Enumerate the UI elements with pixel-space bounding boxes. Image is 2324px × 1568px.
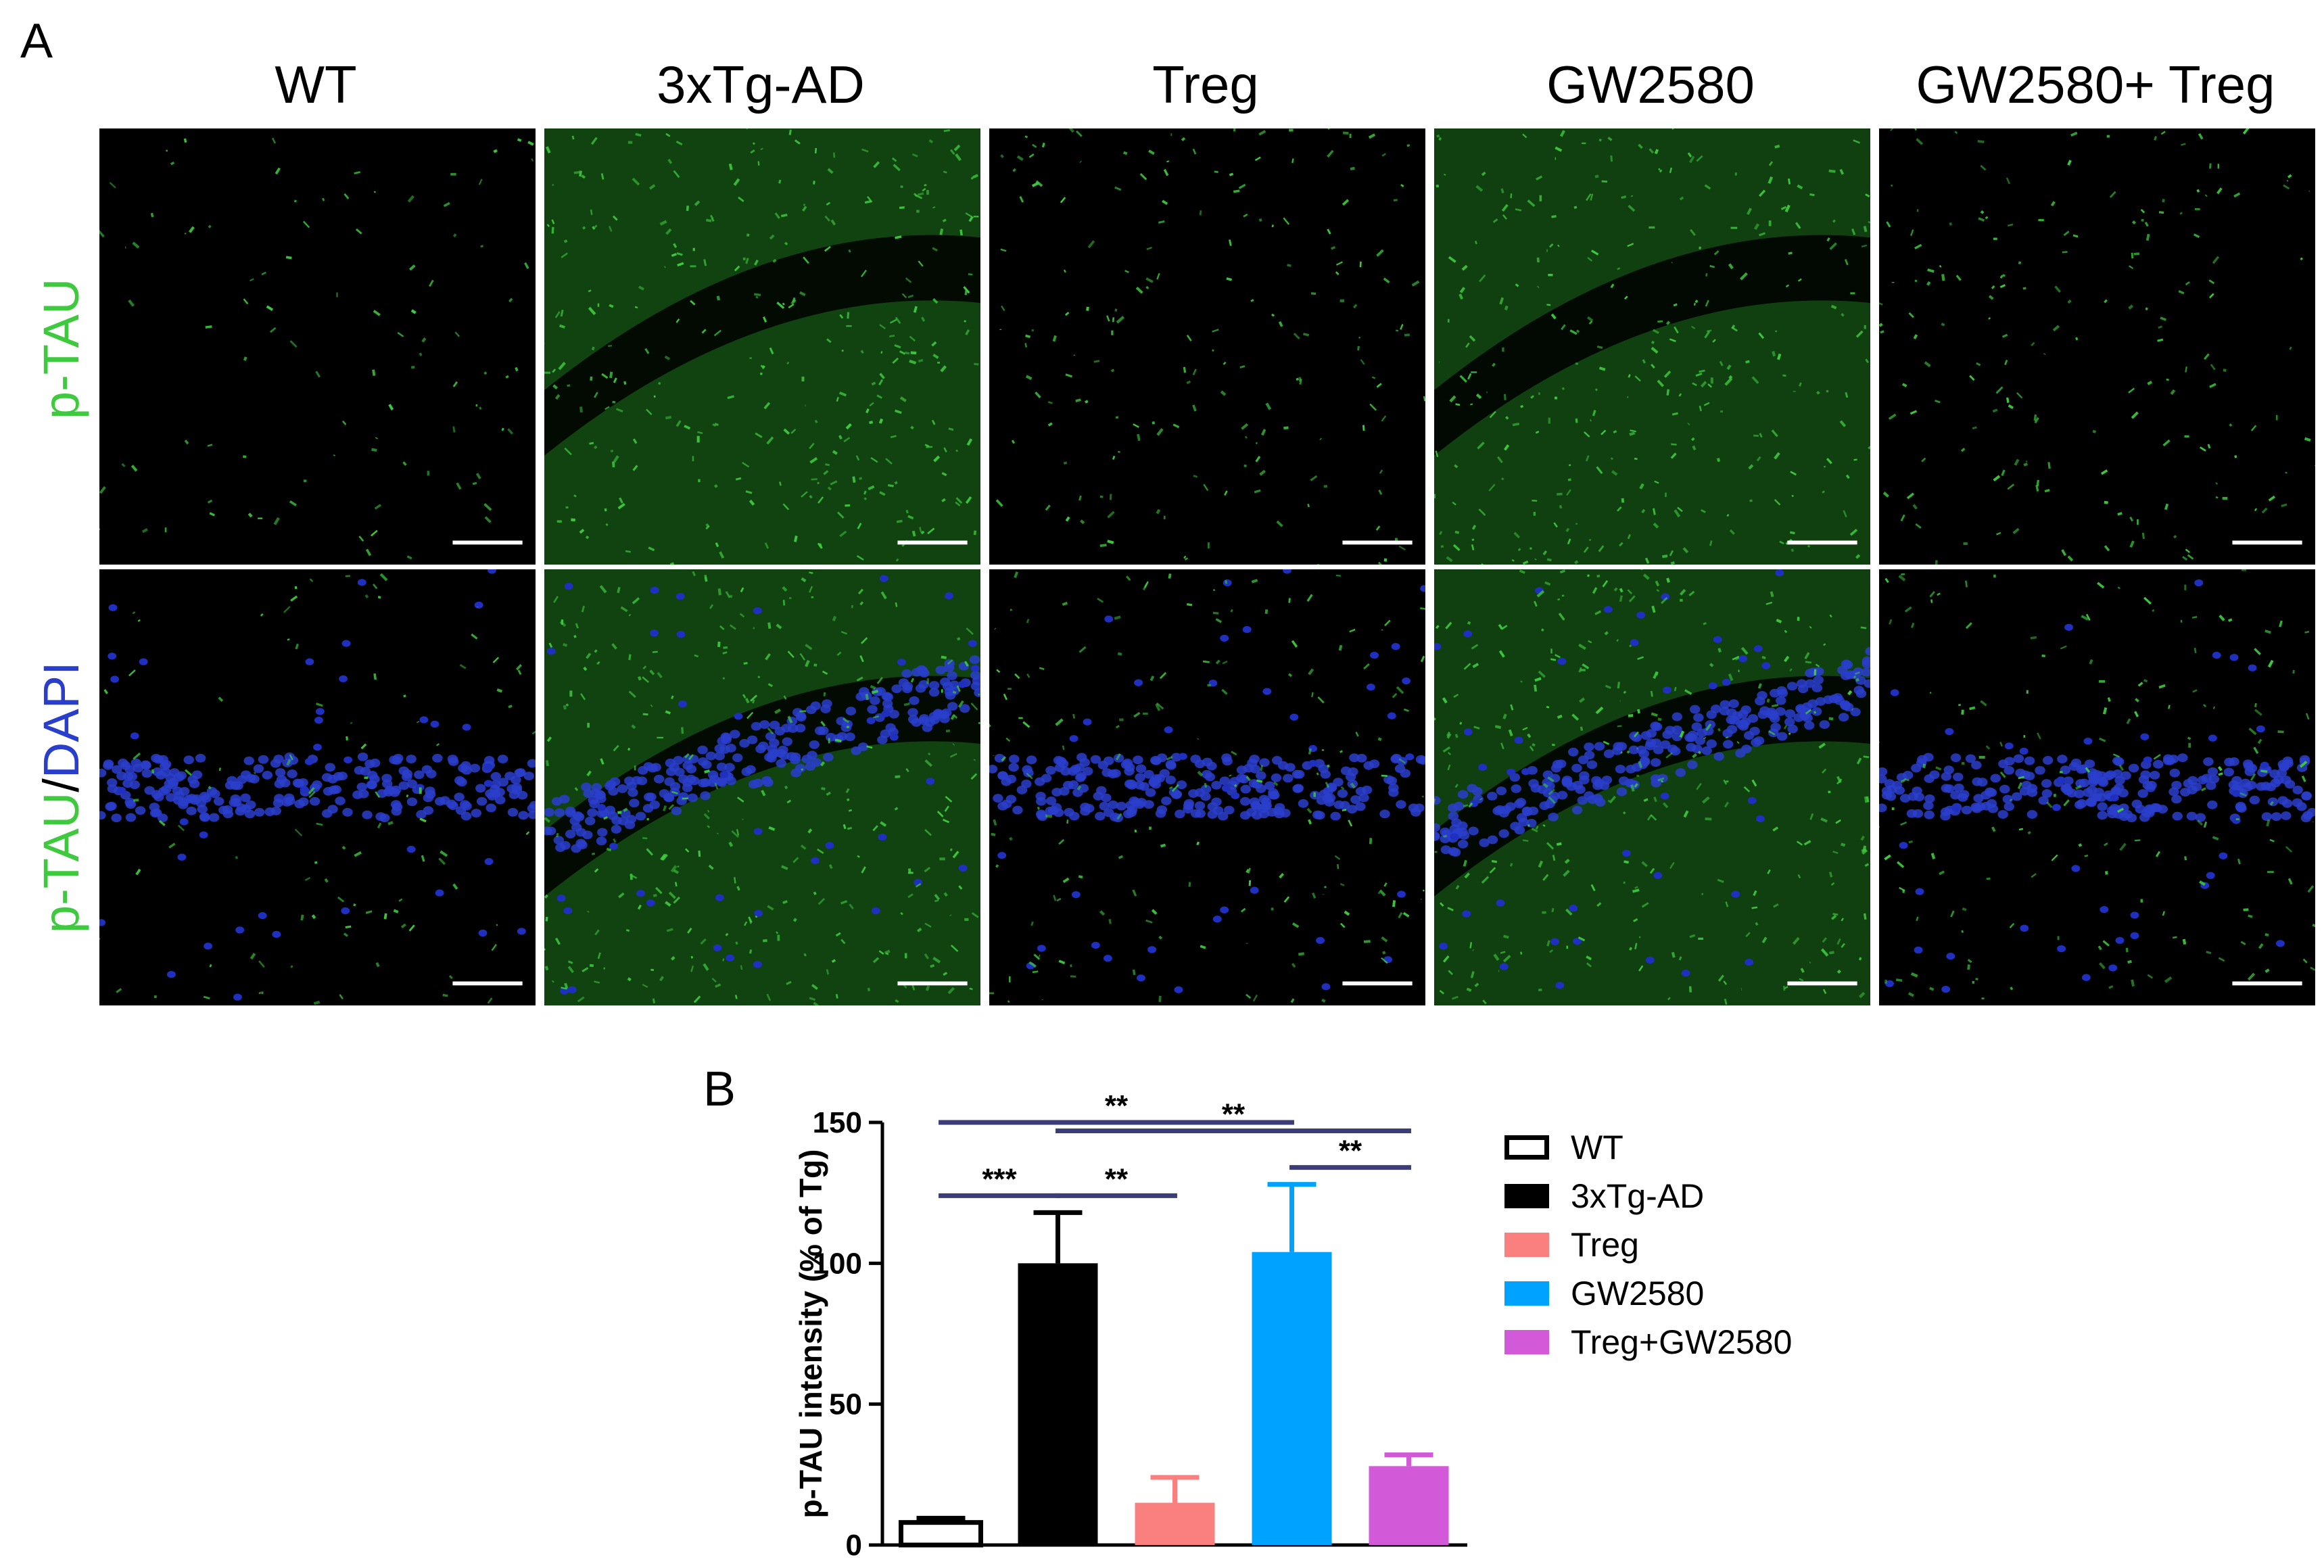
ptau-micrograph-3xtg-ad (544, 128, 980, 565)
legend-label: WT (1571, 1129, 1623, 1166)
legend-item: WT (1504, 1128, 1623, 1167)
legend-item: GW2580 (1504, 1274, 1704, 1313)
y-axis-label: p-TAU intensity (% of Tg) (793, 1149, 828, 1519)
legend-label: Treg+GW2580 (1571, 1323, 1793, 1361)
bar (1018, 1263, 1098, 1545)
legend-swatch (1504, 1233, 1549, 1257)
ptau-dapi-micrograph-gw2580-treg (1879, 569, 2315, 1005)
legend-swatch (1504, 1330, 1549, 1354)
column-title-treg: Treg (1152, 55, 1259, 114)
ptau-micrograph-gw2580-treg (1879, 128, 2315, 565)
y-tick-label: 150 (813, 1106, 862, 1139)
bar (899, 1520, 983, 1548)
column-title-3xtg-ad: 3xTg-AD (657, 55, 865, 114)
ptau-dapi-micrograph-wt (99, 569, 536, 1005)
ptau-micrograph-gw2580 (1434, 128, 1870, 565)
y-tick-label: 100 (813, 1247, 862, 1280)
significance-label: ** (1222, 1098, 1246, 1131)
ptau-dapi-micrograph-3xtg-ad (544, 569, 980, 1005)
legend-label: 3xTg-AD (1571, 1177, 1705, 1215)
column-title-wt: WT (275, 55, 357, 114)
column-title-gw2580-treg: GW2580+ Treg (1916, 55, 2275, 114)
legend-swatch (1504, 1184, 1549, 1208)
column-title-gw2580: GW2580 (1546, 55, 1755, 114)
significance-label: ** (1105, 1162, 1129, 1195)
significance-label: ** (1339, 1135, 1362, 1168)
ptau-micrograph-wt (99, 128, 536, 565)
bar (1369, 1466, 1449, 1545)
panel-a-label: A (20, 14, 53, 68)
ptau-micrograph-treg (989, 128, 1425, 565)
legend-item: Treg (1504, 1225, 1639, 1264)
y-tick-label: 50 (829, 1388, 862, 1421)
y-tick-label: 0 (846, 1529, 862, 1562)
legend-label: Treg (1571, 1226, 1639, 1264)
legend-label: GW2580 (1571, 1275, 1705, 1312)
legend-swatch (1504, 1135, 1549, 1160)
legend-item: Treg+GW2580 (1504, 1323, 1792, 1362)
bar (1135, 1502, 1215, 1545)
panel-b-label: B (703, 1062, 736, 1116)
significance-label: *** (982, 1162, 1017, 1195)
ptau-dapi-micrograph-gw2580 (1434, 569, 1870, 1005)
significance-label: ** (1105, 1089, 1129, 1122)
bar (1252, 1252, 1332, 1545)
legend-swatch (1504, 1281, 1549, 1306)
ptau-dapi-micrograph-treg (989, 569, 1425, 1005)
legend-item: 3xTg-AD (1504, 1177, 1704, 1216)
